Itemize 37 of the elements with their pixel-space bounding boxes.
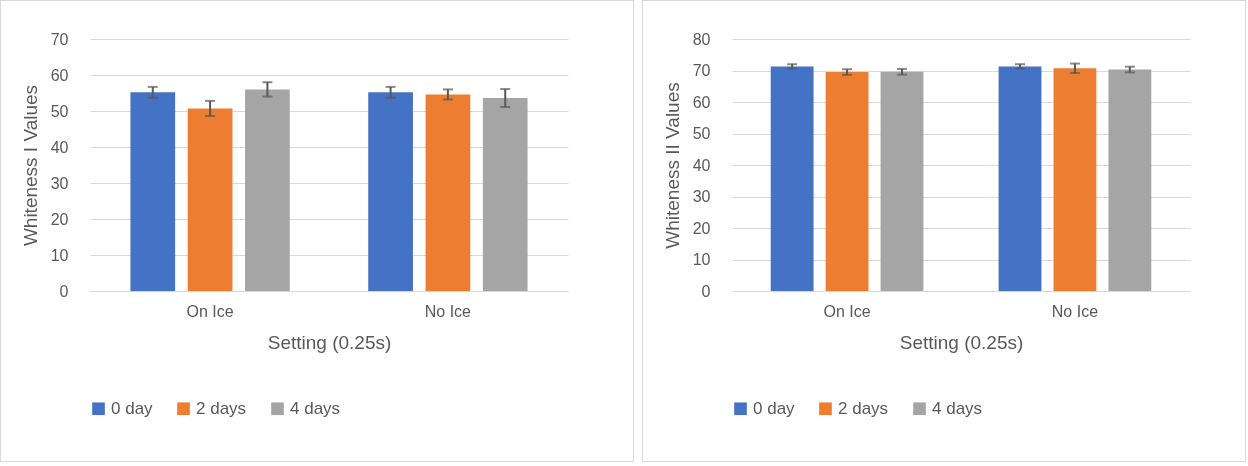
y-tick-label: 60 (50, 66, 69, 84)
bar (130, 92, 176, 291)
y-tick-label: 50 (50, 102, 69, 120)
y-tick-label: 60 (692, 93, 711, 111)
y-tick-label: 70 (692, 62, 711, 79)
y-tick-label: 70 (50, 30, 69, 48)
y-tick-label: 20 (50, 210, 69, 228)
bar (368, 92, 413, 291)
x-tick-label: On Ice (823, 302, 871, 320)
bar (425, 94, 471, 291)
y-tick-label: 10 (692, 251, 711, 268)
legend-label: 0 day (111, 398, 154, 418)
legend-label: 4 days (290, 398, 341, 418)
x-tick-label: No Ice (424, 302, 472, 320)
legend-label: 2 days (838, 398, 889, 418)
y-tick-label: 30 (50, 174, 69, 192)
y-tick-label: 0 (59, 282, 69, 300)
y-tick-label: 50 (692, 125, 711, 142)
x-tick-label: No Ice (1051, 302, 1099, 320)
legend-label: 4 days (932, 398, 983, 418)
y-tick-label: 40 (692, 156, 711, 174)
x-axis-title: Setting (0.25s) (899, 331, 1024, 353)
y-tick-label: 20 (692, 219, 711, 237)
x-tick-label: On Ice (186, 302, 234, 320)
bar (187, 108, 233, 291)
bar (245, 89, 290, 291)
y-tick-label: 10 (50, 246, 69, 264)
y-axis-title: Whiteness II Values (661, 82, 683, 249)
legend-label: 2 days (196, 398, 247, 418)
y-tick-label: 40 (50, 138, 69, 156)
x-axis-title: Setting (0.25s) (267, 331, 392, 353)
y-tick-label: 30 (692, 188, 711, 205)
bar (482, 98, 528, 291)
y-tick-label: 80 (692, 30, 711, 48)
y-tick-label: 0 (701, 282, 711, 300)
y-axis-title: Whiteness I Values (19, 84, 41, 247)
legend-label: 0 day (753, 398, 796, 418)
